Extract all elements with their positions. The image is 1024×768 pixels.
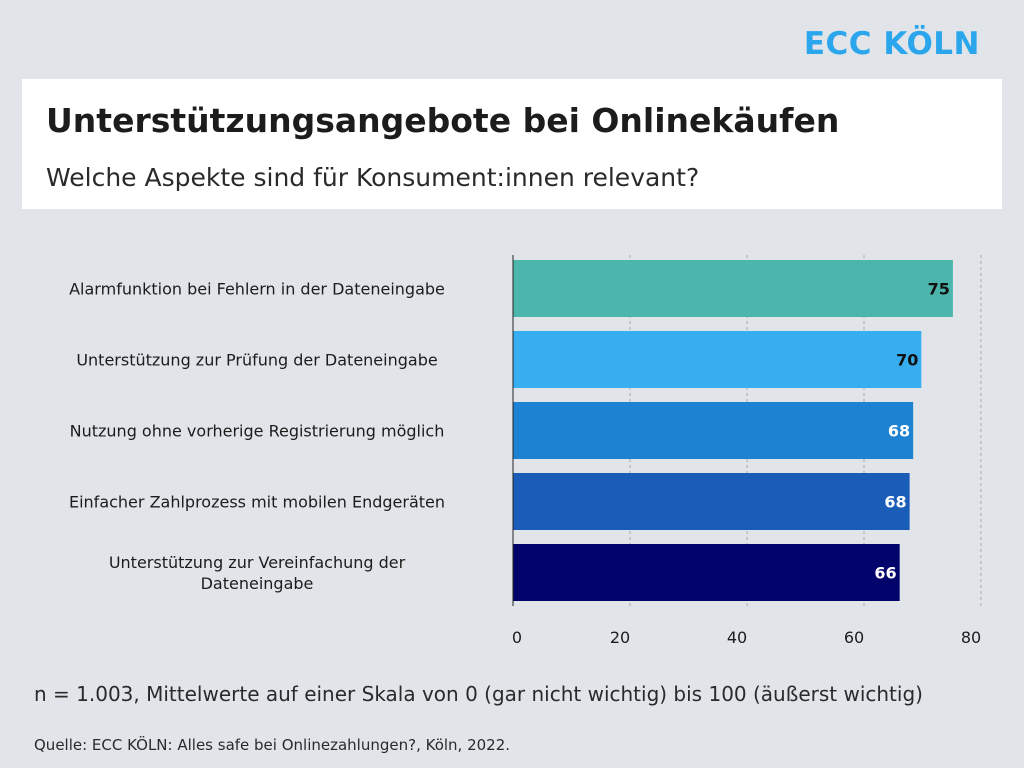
category-label: Dateneingabe	[201, 574, 314, 593]
x-tick-label: 0	[512, 628, 522, 647]
data-label: 68	[884, 493, 906, 512]
data-label: 70	[896, 351, 918, 370]
sample-note: n = 1.003, Mittelwerte auf einer Skala v…	[34, 682, 923, 706]
category-label: Einfacher Zahlprozess mit mobilen Endger…	[69, 493, 445, 512]
category-label: Nutzung ohne vorherige Registrierung mög…	[70, 422, 445, 441]
x-tick-label: 60	[844, 628, 864, 647]
bar	[513, 260, 953, 317]
category-label: Unterstützung zur Vereinfachung der	[109, 553, 406, 572]
brand-logo: ECC KÖLN	[803, 26, 980, 62]
bar	[513, 402, 914, 459]
bar	[513, 544, 900, 601]
data-label: 66	[874, 564, 896, 583]
data-label: 68	[888, 422, 910, 441]
x-tick-label: 20	[610, 628, 630, 647]
bar	[513, 331, 922, 388]
x-tick-label: 40	[727, 628, 747, 647]
source-note: Quelle: ECC KÖLN: Alles safe bei Onlinez…	[34, 736, 511, 754]
chart-subtitle: Welche Aspekte sind für Konsument:innen …	[46, 163, 700, 192]
title-card: Unterstützungsangebote bei Onlinekäufen …	[22, 79, 1002, 209]
category-label: Unterstützung zur Prüfung der Dateneinga…	[76, 351, 437, 370]
category-label: Alarmfunktion bei Fehlern in der Datenei…	[69, 280, 445, 299]
bar-chart: 75 Alarmfunktion bei Fehlern in der Daten…	[69, 255, 982, 647]
chart-title: Unterstützungsangebote bei Onlinekäufen	[46, 101, 840, 140]
x-tick-label: 80	[961, 628, 981, 647]
data-label: 75	[928, 280, 950, 299]
bar	[513, 473, 910, 530]
